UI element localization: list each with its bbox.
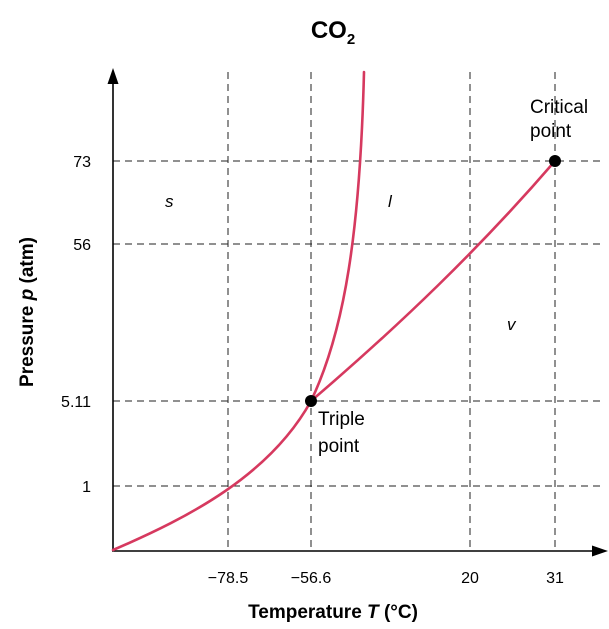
region-label-vapor: v [507, 315, 517, 334]
y-tick-label: 56 [73, 237, 91, 254]
vaporization-curve [309, 159, 557, 403]
triple-point-label: Triple point [318, 409, 370, 457]
chart-title-main: CO [311, 17, 347, 44]
triple-point-label-line2: point [318, 436, 360, 457]
y-axis-label-unit: (atm) [17, 237, 38, 283]
x-axis-arrowhead [592, 545, 608, 557]
x-tick-label: −78.5 [208, 570, 249, 587]
melting-curve [309, 70, 366, 403]
y-axis-label-symbol: p [17, 289, 38, 302]
x-tick-labels: −78.5 −56.6 20 31 [208, 570, 564, 587]
x-axis-label-symbol: T [367, 602, 380, 623]
phase-boundaries [111, 70, 557, 552]
y-axis-label: Pressure p (atm) [17, 237, 38, 387]
chart-title: CO2 [311, 17, 355, 48]
x-axis-label: Temperature T (°C) [248, 602, 418, 623]
y-axis-arrowhead [107, 68, 119, 84]
x-axis-label-unit: (°C) [384, 602, 418, 623]
key-points [305, 155, 561, 407]
critical-point-label: Critical point [530, 97, 593, 142]
region-label-liquid: l [388, 192, 393, 211]
sublimation-curve [111, 399, 313, 552]
axes [107, 68, 608, 557]
region-label-solid: s [165, 192, 174, 211]
x-axis-label-text: Temperature [248, 602, 362, 623]
y-tick-labels: 73 56 5.11 1 [61, 154, 91, 496]
gridlines [113, 72, 604, 550]
y-tick-label: 1 [82, 479, 91, 496]
critical-point-label-line1: Critical [530, 97, 588, 118]
y-axis-label-text: Pressure [17, 306, 38, 387]
x-tick-label: 31 [546, 570, 564, 587]
critical-point-marker [549, 155, 561, 167]
triple-point-label-line1: Triple [318, 409, 365, 430]
y-tick-label: 73 [73, 154, 91, 171]
x-tick-label: −56.6 [291, 570, 332, 587]
triple-point-marker [305, 395, 317, 407]
x-tick-label: 20 [461, 570, 479, 587]
critical-point-label-line2: point [530, 121, 572, 142]
y-tick-label: 5.11 [61, 394, 91, 411]
chart-title-subscript: 2 [347, 31, 355, 48]
